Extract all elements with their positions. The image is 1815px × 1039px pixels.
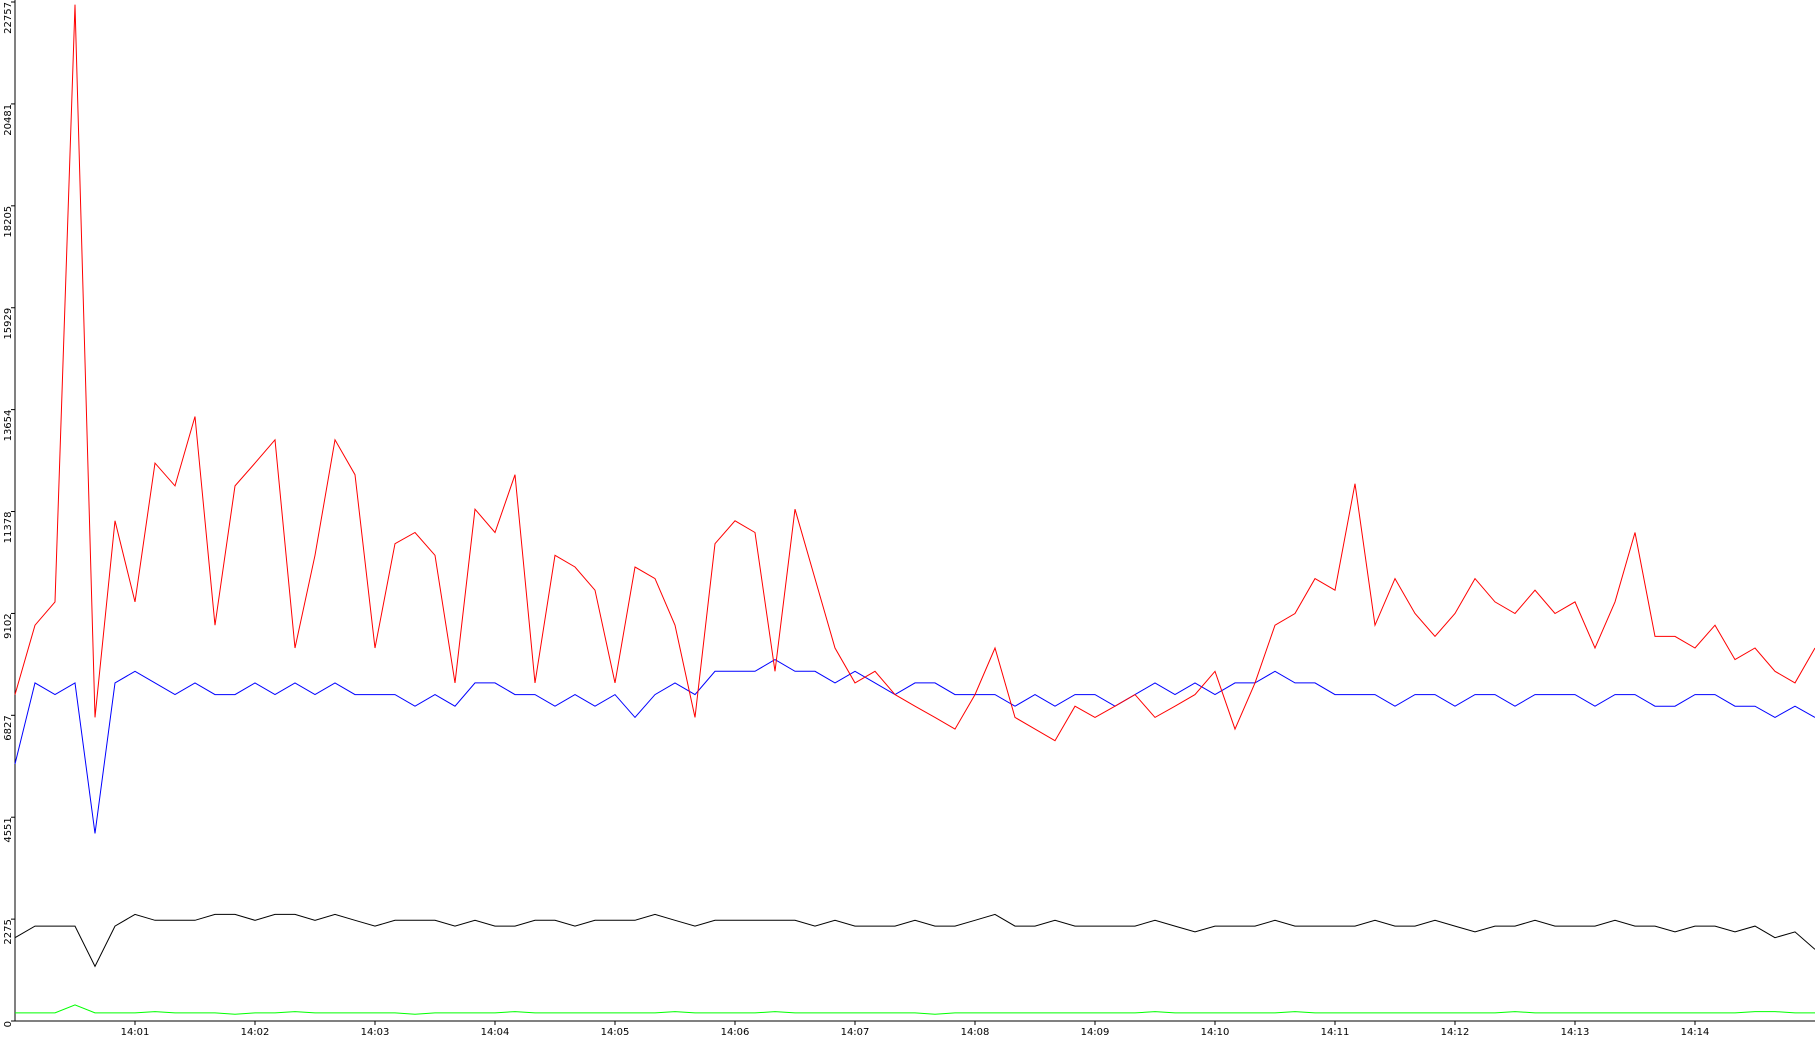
y-tick-label: 11378 [3,512,14,544]
x-tick-label: 14:03 [361,1027,390,1038]
x-tick-label: 14:12 [1441,1027,1470,1038]
y-tick-label: 4551 [3,817,14,842]
x-tick-label: 14:04 [481,1027,510,1038]
y-tick-label: 6827 [3,715,14,740]
y-tick-label: 22757 [3,2,14,34]
series-line [14,4,1815,742]
x-tick-label: 14:05 [601,1027,630,1038]
series-line [14,913,1815,968]
series-line [14,659,1815,834]
y-tick-label: 9102 [3,613,14,638]
y-tick-label: 2275 [3,919,14,944]
series-line [15,1004,1815,1015]
y-tick-label: 0 [3,1021,14,1027]
x-tick-label: 14:01 [121,1027,150,1038]
y-tick-label: 18205 [3,206,14,238]
y-tick-label: 20481 [3,104,14,136]
x-tick-label: 14:11 [1321,1027,1350,1038]
y-tick-label: 15929 [3,308,14,340]
x-tick-label: 14:06 [721,1027,750,1038]
x-tick-label: 14:07 [841,1027,870,1038]
x-tick-label: 14:09 [1081,1027,1110,1038]
x-tick-label: 14:13 [1561,1027,1590,1038]
x-tick-label: 14:10 [1201,1027,1230,1038]
y-tick-label: 13654 [3,410,14,442]
x-tick-label: 14:08 [961,1027,990,1038]
x-tick-label: 14:02 [241,1027,270,1038]
x-tick-label: 14:14 [1681,1027,1710,1038]
